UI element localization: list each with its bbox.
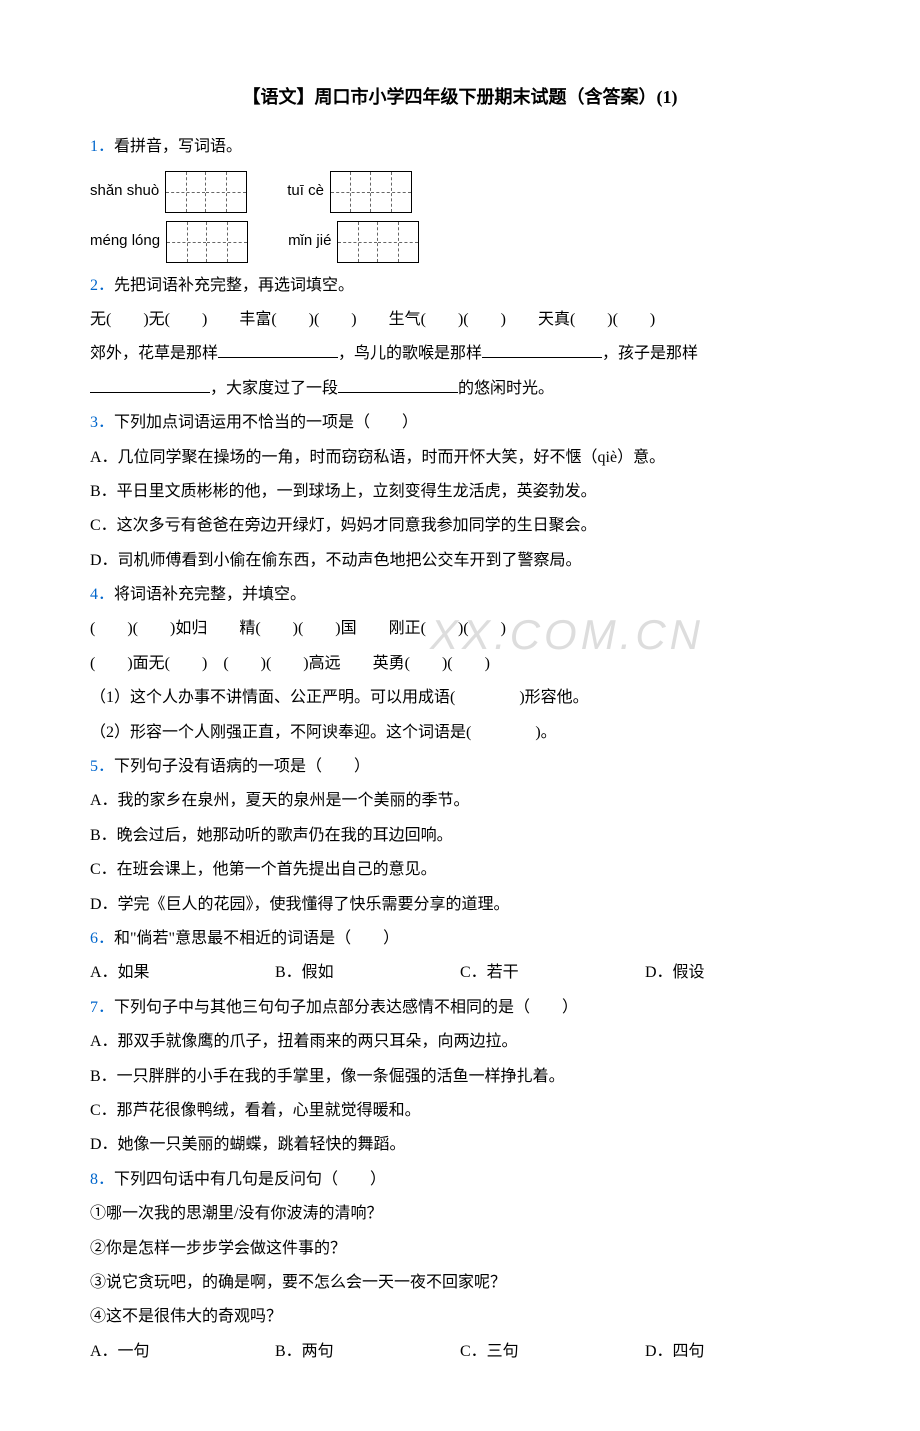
q3-number: 3． (90, 414, 114, 431)
q2-l2c: ，孩子是那样 (602, 345, 698, 362)
pinyin-label: méng lóng (90, 227, 160, 256)
q4-number: 4． (90, 586, 114, 603)
q8-optB: B．两句 (275, 1337, 460, 1367)
q2-line1: 无( )无( ) 丰富( )( ) 生气( )( ) 天真( )( ) (90, 305, 830, 335)
q6-number: 6． (90, 930, 114, 947)
q5-optD: D．学完《巨人的花园》，使我懂得了快乐需要分享的道理。 (90, 890, 830, 920)
q1-number: 1． (90, 138, 114, 155)
blank (218, 342, 338, 358)
q4-line4: （2）形容一个人刚强正直，不阿谀奉迎。这个词语是( )。 (90, 718, 830, 748)
q3-optC: C．这次多亏有爸爸在旁边开绿灯，妈妈才同意我参加同学的生日聚会。 (90, 511, 830, 541)
q4-line3: （1）这个人办事不讲情面、公正严明。可以用成语( )形容他。 (90, 683, 830, 713)
q5-text: 下列句子没有语病的一项是（ ） (114, 758, 370, 775)
q2-l3a: ，大家度过了一段 (210, 380, 338, 397)
q2-l2b: ，鸟儿的歌喉是那样 (338, 345, 482, 362)
q8-line3: ③说它贪玩吧，的确是啊，要不怎么会一天一夜不回家呢？ (90, 1268, 830, 1298)
char-box (166, 172, 206, 212)
blank (90, 377, 210, 393)
q7-optC: C．那芦花很像鸭绒，看着，心里就觉得暖和。 (90, 1096, 830, 1126)
pinyin-label: tuī cè (287, 177, 324, 206)
q4-line2: ( )面无( ) ( )( )高远 英勇( )( ) (90, 649, 830, 679)
q6-optB: B．假如 (275, 958, 460, 988)
q7-number: 7． (90, 999, 114, 1016)
q1-row2: méng lóng mǐn jié (90, 221, 830, 263)
pinyin-label: mǐn jié (288, 227, 331, 256)
q8-line1: ①哪一次我的思潮里/没有你波涛的清响？ (90, 1199, 830, 1229)
q2-line2: 郊外，花草是那样 ，鸟儿的歌喉是那样 ，孩子是那样 (90, 339, 830, 369)
q8-optA: A．一句 (90, 1337, 275, 1367)
q8-line4: ④这不是很伟大的奇观吗？ (90, 1302, 830, 1332)
q3-text: 下列加点词语运用不恰当的一项是（ ） (114, 414, 418, 431)
q7-optD: D．她像一只美丽的蝴蝶，跳着轻快的舞蹈。 (90, 1130, 830, 1160)
q2-l3b: 的悠闲时光。 (458, 380, 554, 397)
q4-line1: ( )( )如归 精( )( )国 刚正( )( ) (90, 614, 830, 644)
q4-prompt: 4．将词语补充完整，并填空。 (90, 580, 830, 610)
char-box (371, 172, 411, 212)
blank (338, 377, 458, 393)
char-box (206, 172, 246, 212)
q3-optD: D．司机师傅看到小偷在偷东西，不动声色地把公交车开到了警察局。 (90, 546, 830, 576)
q6-optD: D．假设 (645, 958, 830, 988)
q8-optD: D．四句 (645, 1337, 830, 1367)
char-boxes (165, 171, 247, 213)
document-content: 【语文】周口市小学四年级下册期末试题（含答案）(1) 1．看拼音，写词语。 sh… (90, 80, 830, 1367)
pinyin-label: shǎn shuò (90, 177, 159, 206)
q5-optA: A．我的家乡在泉州，夏天的泉州是一个美丽的季节。 (90, 786, 830, 816)
q5-optC: C．在班会课上，他第一个首先提出自己的意见。 (90, 855, 830, 885)
char-box (167, 222, 207, 262)
q7-optA: A．那双手就像鹰的爪子，扭着雨来的两只耳朵，向两边拉。 (90, 1027, 830, 1057)
q2-line3: ，大家度过了一段 的悠闲时光。 (90, 374, 830, 404)
q3-optA: A．几位同学聚在操场的一角，时而窃窃私语，时而开怀大笑，好不惬（qiè）意。 (90, 443, 830, 473)
q3-optB: B．平日里文质彬彬的他，一到球场上，立刻变得生龙活虎，英姿勃发。 (90, 477, 830, 507)
q8-text: 下列四句话中有几句是反问句（ ） (114, 1171, 386, 1188)
q3-prompt: 3．下列加点词语运用不恰当的一项是（ ） (90, 408, 830, 438)
q1-prompt: 1．看拼音，写词语。 (90, 132, 830, 162)
q8-line2: ②你是怎样一步步学会做这件事的？ (90, 1234, 830, 1264)
blank (482, 342, 602, 358)
q4-text: 将词语补充完整，并填空。 (114, 586, 306, 603)
page-title: 【语文】周口市小学四年级下册期末试题（含答案）(1) (90, 80, 830, 114)
q1-text: 看拼音，写词语。 (114, 138, 242, 155)
q8-optC: C．三句 (460, 1337, 645, 1367)
char-box (378, 222, 418, 262)
q2-l2a: 郊外，花草是那样 (90, 345, 218, 362)
q5-number: 5． (90, 758, 114, 775)
q2-prompt: 2．先把词语补充完整，再选词填空。 (90, 271, 830, 301)
q6-options: A．如果 B．假如 C．若干 D．假设 (90, 958, 830, 988)
char-box (331, 172, 371, 212)
q7-optB: B．一只胖胖的小手在我的手掌里，像一条倔强的活鱼一样挣扎着。 (90, 1062, 830, 1092)
q6-optA: A．如果 (90, 958, 275, 988)
q5-prompt: 5．下列句子没有语病的一项是（ ） (90, 752, 830, 782)
q2-text: 先把词语补充完整，再选词填空。 (114, 277, 354, 294)
q8-number: 8． (90, 1171, 114, 1188)
q8-options: A．一句 B．两句 C．三句 D．四句 (90, 1337, 830, 1367)
char-box (207, 222, 247, 262)
char-box (338, 222, 378, 262)
q6-optC: C．若干 (460, 958, 645, 988)
char-boxes (330, 171, 412, 213)
char-boxes (166, 221, 248, 263)
q6-text: 和"倘若"意思最不相近的词语是（ ） (114, 930, 399, 947)
char-boxes (337, 221, 419, 263)
q5-optB: B．晚会过后，她那动听的歌声仍在我的耳边回响。 (90, 821, 830, 851)
q1-row1: shǎn shuò tuī cè (90, 171, 830, 213)
q8-prompt: 8．下列四句话中有几句是反问句（ ） (90, 1165, 830, 1195)
q6-prompt: 6．和"倘若"意思最不相近的词语是（ ） (90, 924, 830, 954)
q7-prompt: 7．下列句子中与其他三句句子加点部分表达感情不相同的是（ ） (90, 993, 830, 1023)
q7-text: 下列句子中与其他三句句子加点部分表达感情不相同的是（ ） (114, 999, 578, 1016)
q2-number: 2． (90, 277, 114, 294)
